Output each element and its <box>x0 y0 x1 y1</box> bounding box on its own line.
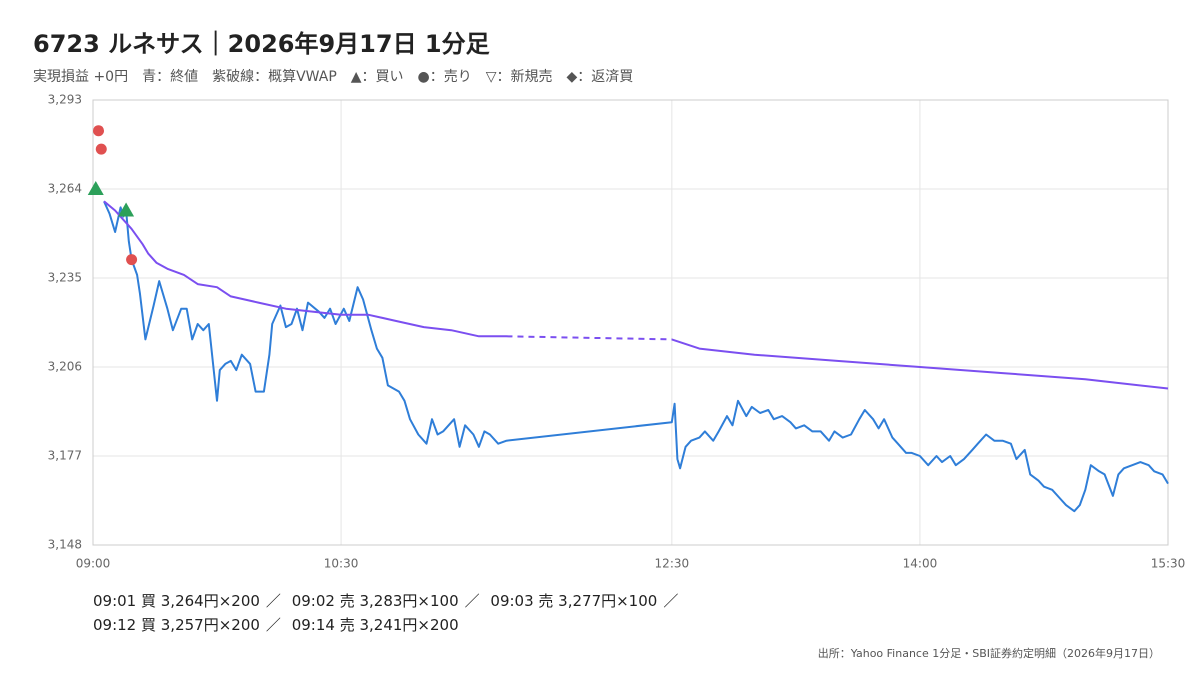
y-tick-label: 3,148 <box>48 538 82 552</box>
trade-list: 09:01 買 3,264円×200 ／ 09:02 売 3,283円×100 ／ … <box>93 589 833 637</box>
y-tick-label: 3,293 <box>48 93 82 107</box>
series-line <box>103 200 1169 513</box>
chart-subtitle: 実現損益 +0円 青：終値 紫破線：概算VWAP ▲：買い ●：売り ▽：新規売… <box>33 69 633 85</box>
sell-marker <box>93 125 105 137</box>
source-note: 出所：Yahoo Finance 1分足・SBI証券約定明細（2026年9月17… <box>818 646 1160 660</box>
trade-label: 09:02 売 3,283円×100 <box>291 592 459 610</box>
trade-label: 09:12 買 3,257円×200 <box>93 616 260 634</box>
vwap-gap-line <box>506 335 672 341</box>
sell-marker <box>126 254 138 266</box>
plot-area <box>92 99 1169 546</box>
buy-marker <box>87 181 104 195</box>
sell-marker <box>95 143 107 155</box>
x-tick-label: 10:30 <box>324 557 359 571</box>
buy-marker <box>118 202 135 217</box>
trade-label: 09:14 売 3,241円×200 <box>291 616 459 634</box>
x-tick-label: 09:00 <box>76 557 111 571</box>
trade-label: 09:03 売 3,277円×100 <box>490 592 658 610</box>
trade-separator: ／ <box>265 616 281 634</box>
y-tick-label: 3,235 <box>48 271 82 285</box>
y-tick-label: 3,206 <box>48 360 82 374</box>
y-tick-label: 3,264 <box>48 182 82 196</box>
x-tick-label: 14:00 <box>903 557 938 571</box>
series-line <box>103 200 1169 390</box>
chart-title: 6723 ルネサス｜2026年9月17日 1分足 <box>33 30 490 58</box>
trade-separator: ／ <box>663 592 679 610</box>
x-tick-label: 12:30 <box>655 557 690 571</box>
trade-separator: ／ <box>464 592 480 610</box>
trade-label: 09:01 買 3,264円×200 <box>93 592 260 610</box>
plot-border <box>92 99 1169 546</box>
x-tick-label: 15:30 <box>1151 557 1186 571</box>
y-tick-label: 3,177 <box>48 449 82 463</box>
trade-separator: ／ <box>265 592 281 610</box>
